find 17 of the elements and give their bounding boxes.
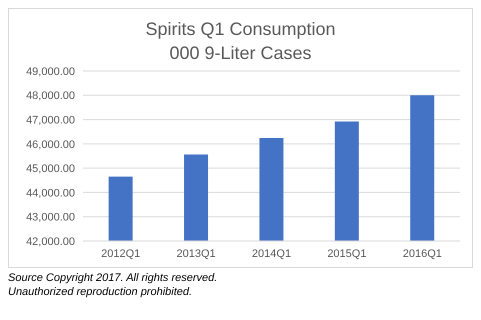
y-tick-label: 48,000.00 [26,90,75,102]
x-tick-label: 2016Q1 [402,248,442,260]
x-tick-label: 2015Q1 [327,248,366,260]
source-note: Source Copyright 2017. All rights reserved. [8,271,218,285]
text: Unauthorized reproduction prohibited. [8,285,194,299]
y-tick-label: 49,000.00 [26,66,75,78]
y-tick-label: 43,000.00 [26,212,75,224]
x-tick-label: 2014Q1 [252,248,292,260]
chart-subtitle: 000 9-Liter Cases [168,42,313,65]
x-tick-label: 2013Q1 [176,248,216,260]
x-tick-label: 2012Q1 [101,248,140,260]
y-tick-label: 44,000.00 [26,187,75,200]
y-tick-label: 42,000.00 [26,236,75,248]
chart-title: Spirits Q1 Consumption [144,18,337,41]
y-tick-label: 45,000.00 [26,163,75,176]
y-tick-label: 46,000.00 [26,138,75,151]
y-tick-label: 47,000.00 [26,114,75,126]
